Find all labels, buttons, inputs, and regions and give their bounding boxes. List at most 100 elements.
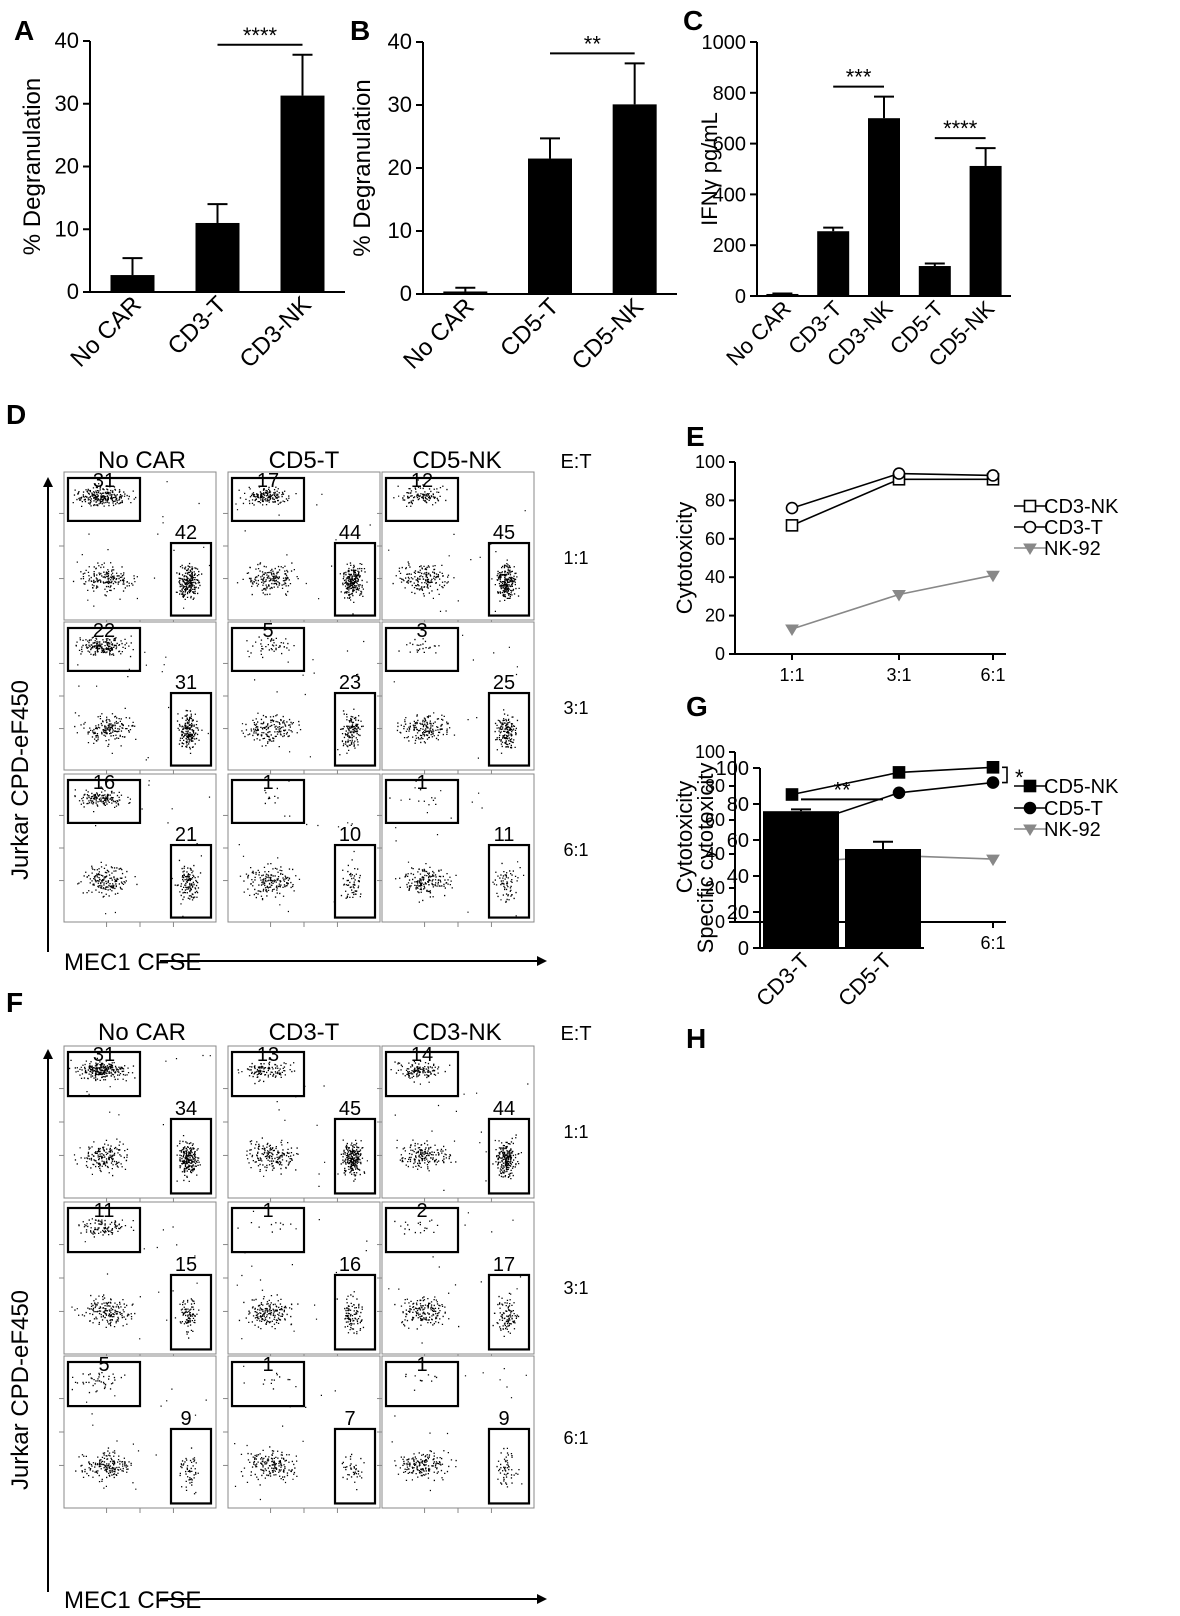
gate-upper xyxy=(66,1206,142,1254)
y-tick-label: 40 xyxy=(388,29,412,54)
bar xyxy=(969,165,1002,296)
gate-percent: 44 xyxy=(493,1098,515,1120)
bar xyxy=(110,275,155,292)
ratio-label: 3:1 xyxy=(563,698,588,718)
gate-upper xyxy=(66,778,142,825)
gate-percent: 21 xyxy=(175,824,197,846)
data-point xyxy=(892,467,906,480)
column-header: CD3-NK xyxy=(412,1019,501,1046)
y-axis-label: Specific cytotoxicity xyxy=(693,763,718,954)
x-tick-label: CD5-NK xyxy=(567,293,649,375)
flow-grid-d: No CAR CD5-T CD5-NK E:T 1:1 3:1 6:1 Jurk… xyxy=(7,447,592,976)
x-tick-label: 1:1 xyxy=(779,665,804,685)
gate-percent: 3 xyxy=(416,620,427,642)
gate-percent: 45 xyxy=(493,522,515,544)
cell-events xyxy=(391,1368,527,1492)
legend-label: CD5-NK xyxy=(1044,776,1119,798)
gate-percent: 22 xyxy=(93,620,115,642)
panel-letter-d: D xyxy=(6,399,26,430)
gate-percent: 31 xyxy=(93,1044,115,1066)
ratio-label: 1:1 xyxy=(563,1122,588,1142)
x-tick-label: CD3-NK xyxy=(234,291,316,373)
y-tick-label: 100 xyxy=(716,758,749,780)
gate-percent: 1 xyxy=(416,1354,427,1376)
gate-upper xyxy=(230,778,306,825)
gate-percent: 25 xyxy=(493,672,515,694)
y-tick-label: 60 xyxy=(727,830,749,852)
y-axis-label: Cytotoxicity xyxy=(672,781,697,893)
cell-events xyxy=(390,1060,529,1191)
data-point xyxy=(986,854,1000,867)
legend-label: NK-92 xyxy=(1044,819,1101,841)
et-header: E:T xyxy=(560,1023,591,1045)
gate-percent: 31 xyxy=(93,470,115,492)
gate-upper xyxy=(66,1050,142,1098)
gate-percent: 45 xyxy=(339,1098,361,1120)
x-tick-label: 6:1 xyxy=(980,665,1005,685)
x-tick-label: CD5-T xyxy=(495,293,564,362)
column-header: CD5-NK xyxy=(412,447,501,474)
gate-lower xyxy=(487,691,531,767)
series-line xyxy=(791,574,994,630)
bar xyxy=(918,266,951,296)
data-point xyxy=(1023,801,1037,815)
cell-events xyxy=(388,479,526,612)
gate-lower xyxy=(487,1117,531,1195)
ratio-label: 3:1 xyxy=(563,1278,588,1298)
gate-lower xyxy=(169,541,213,617)
gate-percent: 1 xyxy=(262,772,273,794)
data-point xyxy=(1023,824,1037,836)
gate-lower xyxy=(487,541,531,617)
gate-percent: 14 xyxy=(411,1044,433,1066)
y-tick-label: 100 xyxy=(695,742,725,762)
y-tick-label: 20 xyxy=(705,878,725,898)
gate-upper xyxy=(66,476,142,523)
column-header: No CAR xyxy=(98,447,186,474)
gate-lower xyxy=(333,691,377,767)
data-point xyxy=(986,776,1000,789)
cell-events xyxy=(74,635,209,761)
data-point xyxy=(892,589,906,602)
legend-label: NK-92 xyxy=(1044,538,1101,560)
y-tick-label: 0 xyxy=(67,279,79,304)
gate-percent: 9 xyxy=(180,1408,191,1430)
gate-lower xyxy=(169,1117,213,1195)
panel-letter-a: A xyxy=(14,15,34,46)
gate-percent: 12 xyxy=(411,470,433,492)
bar xyxy=(845,849,921,948)
data-point xyxy=(1023,779,1037,793)
gate-upper xyxy=(230,1360,306,1408)
y-axis-label: Jurkar CPD-eF450 xyxy=(7,680,34,880)
y-axis-label: IFNγ pg/mL xyxy=(697,112,722,226)
gate-lower xyxy=(333,1273,377,1351)
x-tick-label: CD5-T xyxy=(833,948,896,1011)
y-axis-label: Jurkar CPD-eF450 xyxy=(7,1290,34,1490)
x-tick-label: 3:1 xyxy=(886,665,911,685)
cell-events xyxy=(236,1210,368,1340)
x-tick-label: CD3-T xyxy=(163,291,232,360)
x-tick-label: No CAR xyxy=(721,296,796,371)
data-point xyxy=(986,469,1000,482)
gate-percent: 11 xyxy=(94,1200,115,1222)
cell-events xyxy=(74,780,211,917)
y-tick-label: 40 xyxy=(705,844,725,864)
y-tick-label: 20 xyxy=(727,902,749,924)
y-axis-label: % Degranulation xyxy=(349,79,376,256)
gate-lower xyxy=(333,1117,377,1195)
gate-percent: 1 xyxy=(262,1200,273,1222)
y-tick-label: 30 xyxy=(388,92,412,117)
gate-upper xyxy=(230,1206,306,1254)
gate-lower xyxy=(487,1427,531,1505)
column-header: No CAR xyxy=(98,1019,186,1046)
bar xyxy=(763,811,839,948)
data-point xyxy=(986,760,1000,774)
gate-lower xyxy=(169,1427,213,1505)
gate-lower xyxy=(333,541,377,617)
panel-letter-g: G xyxy=(686,691,708,722)
y-tick-label: 400 xyxy=(713,184,746,206)
panel-letter-c: C xyxy=(683,5,703,36)
data-point xyxy=(1023,543,1037,555)
gate-percent: 5 xyxy=(98,1354,109,1376)
